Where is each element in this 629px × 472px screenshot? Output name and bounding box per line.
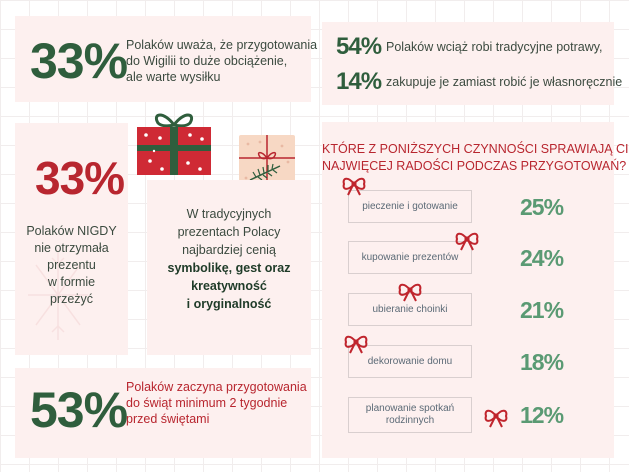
activity-meetings-value: 12% [520,402,564,428]
gift-values-text: W tradycyjnych prezentach Polacy najbard… [167,207,291,311]
activity-decorating-label: dekorowanie domu [367,355,453,367]
activity-baking-box: pieczenie i gotowanie [348,190,472,223]
stat-burden-text: Polaków uważa, że przygotowania do Wigil… [126,38,318,84]
stat-experience-value: 33% [35,152,125,204]
cream-gift-icon [239,135,295,191]
activity-baking-label: pieczenie i gotowanie [362,200,458,212]
bow-icon [344,335,368,354]
gift-values-card [147,180,311,355]
stat-card-experience-gift [15,123,128,355]
snowflake-decoration-icon [28,250,88,340]
activity-meetings-label: planowanie spotkań rodzinnych [365,403,455,426]
activity-gifts-value: 24% [520,245,564,271]
stat-card-burden [15,16,311,102]
activity-tree-value: 21% [520,297,564,323]
activity-gifts-box: kupowanie prezentów [348,241,472,274]
stat-experience-text: Polaków NIGDY nie otrzymała prezentu w f… [26,224,117,306]
activity-baking-value: 25% [520,194,564,220]
bow-icon [342,177,366,196]
activity-gifts-label: kupowanie prezentów [361,251,459,263]
stat-preparation-value: 53% [30,382,128,438]
food-value-bought: 14% [336,68,382,95]
stat-preparation-text: Polaków zaczyna przygotowania do świąt m… [126,380,307,426]
joy-question-title: KTÓRE Z PONIŻSZYCH CZYNNOŚCI SPRAWIAJĄ C… [322,142,629,173]
food-text-bought: zakupuje je zamiast robić je własnoręczn… [386,75,623,89]
activity-tree-box: ubieranie choinki [348,293,472,326]
food-text-traditional: Polaków wciąż robi tradycyjne potrawy, [386,40,603,54]
bow-icon [484,409,508,428]
food-value-traditional: 54% [336,33,382,60]
activity-meetings-box: planowanie spotkań rodzinnych [348,397,472,433]
bow-icon [398,283,422,302]
stat-burden-value: 33% [30,33,128,89]
stat-card-food [322,22,614,105]
activity-tree-label: ubieranie choinki [372,303,448,315]
activity-decorating-box: dekorowanie domu [348,345,472,378]
red-gift-icon [137,113,211,175]
bow-icon [455,232,479,251]
stat-card-preparation-start [15,368,311,458]
activity-decorating-value: 18% [520,349,564,375]
